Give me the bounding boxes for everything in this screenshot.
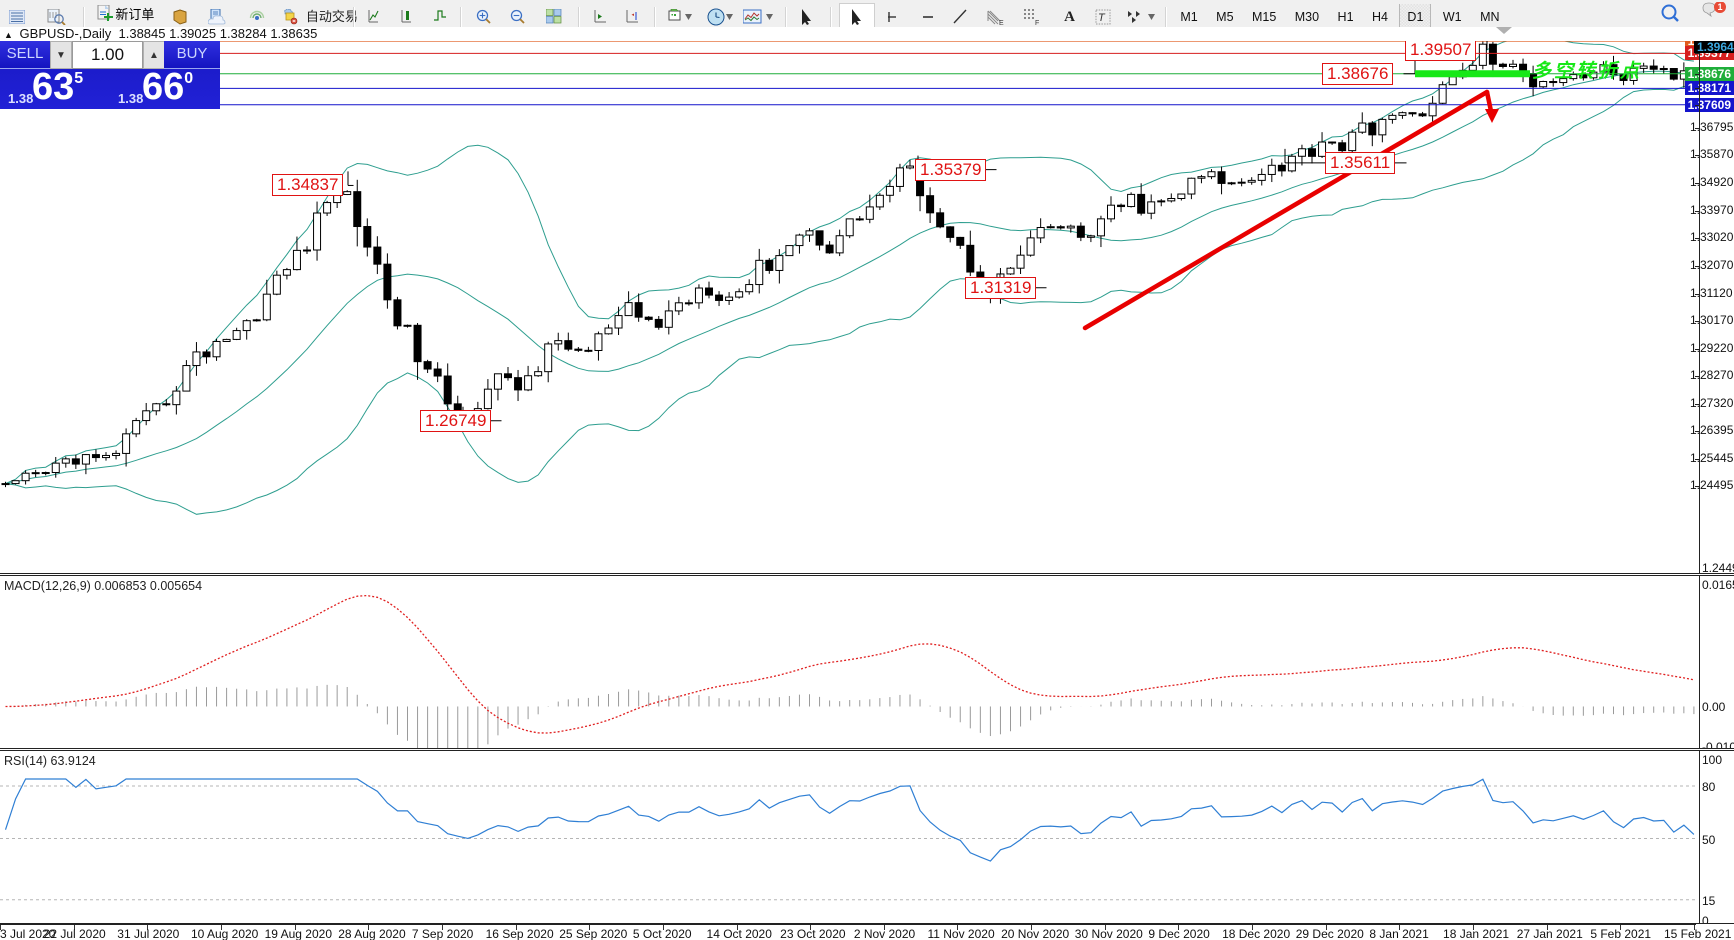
svg-text:T: T <box>1098 12 1106 24</box>
svg-text:F: F <box>1035 20 1039 25</box>
svg-text:1: 1 <box>1717 2 1722 12</box>
svg-text:E: E <box>999 20 1004 25</box>
